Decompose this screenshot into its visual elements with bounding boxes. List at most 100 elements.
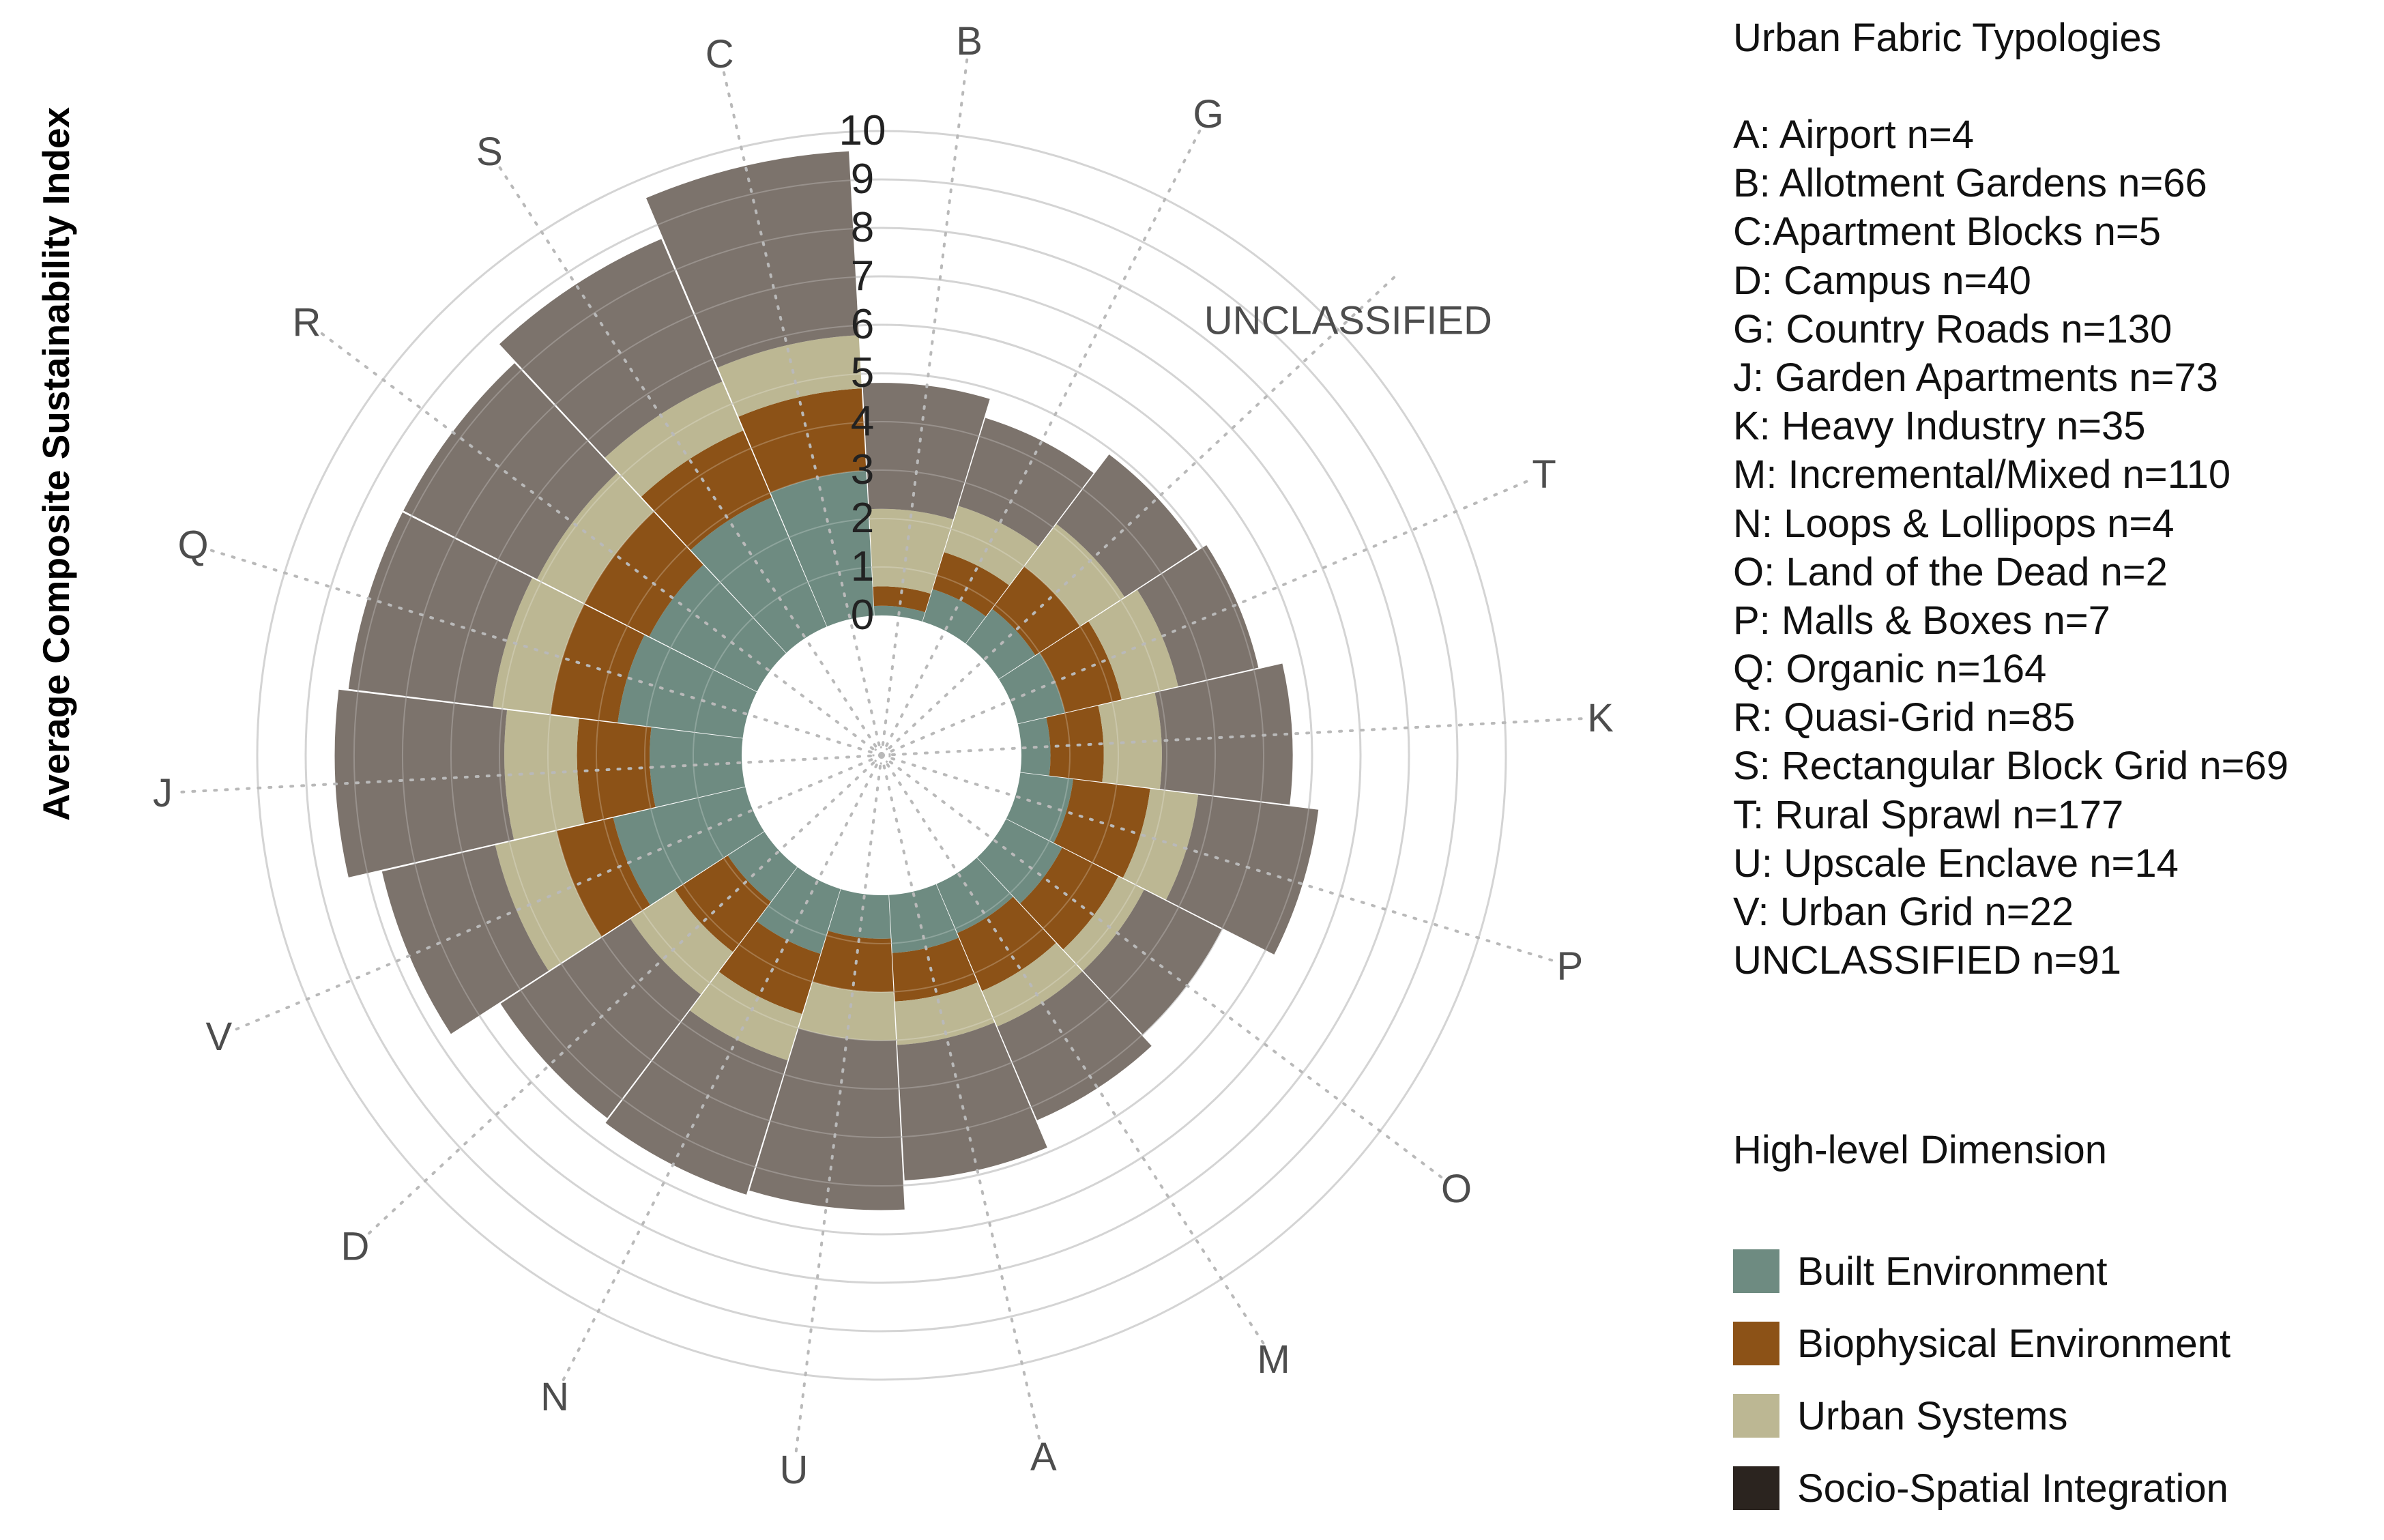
bar-gridline (1111, 702, 1119, 784)
center-dot (872, 746, 891, 765)
bar-stack-T (999, 544, 1259, 724)
category-label-J: J (153, 771, 173, 815)
bar-segment-biophysical-K (1046, 706, 1104, 783)
bar-segment-built-N (757, 867, 841, 954)
typology-legend-list: A: Airport n=4 B: Allotment Gardens n=66 C… (1733, 111, 2288, 985)
bar-gridline (756, 1166, 903, 1187)
bar-gridline (622, 1099, 755, 1168)
typology-legend-entry: B: Allotment Gardens n=66 (1733, 161, 2207, 206)
grid-circle-10 (256, 130, 1507, 1381)
bar-segment-socio-A (897, 1022, 1047, 1180)
bar-segment-built-Q (617, 635, 757, 738)
bar-gridline (979, 435, 1083, 489)
bar-segment-built-T (999, 653, 1065, 724)
bar-stack-A (889, 884, 1047, 1180)
bar-segment-biophysical-R (584, 511, 703, 637)
bar-gridline (670, 581, 721, 648)
spoke-G (880, 128, 1202, 757)
bar-gridline (1023, 566, 1081, 627)
bar-segment-socio-Q (348, 512, 532, 708)
category-labels: B G UNCLASSIFIED T K P O M A U N D V J Q R S C (153, 19, 1614, 1492)
bar-segment-socio-R (403, 363, 617, 579)
spoke-UNCLASSIFIED (880, 274, 1397, 757)
bar-segment-socio-K (1154, 663, 1293, 805)
spoke-O (880, 754, 1444, 1180)
category-label-K: K (1587, 696, 1614, 740)
category-label-A: A (1030, 1435, 1057, 1479)
legend-swatch (1733, 1249, 1779, 1293)
typology-legend-entry: R: Quasi-Grid n=85 (1733, 695, 2076, 740)
category-label-U: U (779, 1448, 808, 1492)
bar-segment-biophysical-V (556, 817, 650, 937)
radial-tick-label: 10 (839, 107, 886, 154)
bar-gridline (549, 604, 585, 714)
bar-segment-socio-S (499, 239, 723, 458)
bar-gridline (453, 560, 499, 703)
bar-segment-built-S (691, 497, 827, 653)
legend-swatch (1733, 1394, 1779, 1438)
bar-gridline (547, 715, 557, 830)
typology-legend-entry: G: Country Roads n=130 (1733, 306, 2172, 351)
category-spokes (178, 56, 1585, 1455)
spoke-C (722, 69, 883, 757)
bar-segment-socio-O (1083, 889, 1222, 1034)
bar-segment-urban-U (798, 982, 897, 1041)
legend-label: Urban Systems (1797, 1393, 2068, 1438)
bar-gridline (450, 703, 463, 852)
bar-segment-built-R (649, 564, 786, 692)
bar-stack-N (605, 867, 841, 1195)
bar-gridline (1079, 626, 1113, 702)
y-axis-label: Average Composite Sustainability Index (35, 106, 77, 822)
bar-gridline (714, 324, 858, 360)
bar-segment-built-O (977, 819, 1062, 904)
spoke-Q (208, 548, 883, 757)
category-label-UNCLASSIFIED: UNCLASSIFIED (1204, 298, 1492, 343)
spoke-D (366, 754, 883, 1236)
category-label-V: V (206, 1015, 233, 1059)
dimension-legend-entry: Urban Systems (1733, 1380, 2230, 1452)
bar-segment-biophysical-J (577, 718, 656, 824)
spoke-R (319, 331, 883, 757)
spoke-S (497, 164, 883, 757)
bar-gridline (402, 697, 416, 862)
bar-gridline (461, 852, 521, 990)
bar-gridline (520, 990, 622, 1100)
bar-segment-built-P (1006, 772, 1073, 843)
bar-segment-biophysical-UNCLASSIFIED (992, 566, 1080, 656)
bar-gridline (812, 981, 894, 993)
spoke-U (794, 754, 883, 1455)
bar-segment-biophysical-A (892, 938, 978, 1002)
bar-gridline (1082, 489, 1162, 574)
bar-segment-biophysical-P (1053, 779, 1150, 878)
bar-gridline (950, 528, 1024, 567)
bar-segment-biophysical-N (718, 921, 821, 1015)
bar-gridline (644, 727, 652, 809)
spoke-P (880, 754, 1555, 963)
category-label-N: N (540, 1375, 569, 1419)
typology-legend-title: Urban Fabric Typologies (1733, 16, 2162, 60)
spoke-K (880, 717, 1585, 757)
bar-segment-biophysical-O (1020, 847, 1118, 950)
radial-tick-label: 2 (851, 495, 874, 542)
radial-tick-label: 0 (851, 592, 874, 639)
typology-legend-entry: T: Rural Sprawl n=177 (1733, 792, 2124, 837)
bar-gridline (720, 536, 789, 583)
category-label-Q: Q (178, 523, 209, 568)
radial-tick-label: 6 (851, 301, 874, 348)
typology-legend-entry: V: Urban Grid n=22 (1733, 890, 2074, 934)
dimension-legend-entry: Built Environment (1733, 1235, 2230, 1307)
bar-segment-biophysical-M (957, 897, 1056, 991)
bar-gridline (650, 809, 684, 885)
bar-segment-biophysical-B (873, 586, 931, 613)
bar-stack-O (977, 819, 1222, 1034)
typology-legend-entry: C:Apartment Blocks n=5 (1733, 209, 2162, 255)
radial-tick-label: 1 (851, 543, 874, 590)
bar-segment-socio-V (381, 845, 549, 1034)
category-label-C: C (706, 32, 734, 76)
bar-gridline (1206, 680, 1216, 796)
bar-stack-Q (348, 512, 757, 738)
spoke-T (880, 479, 1530, 757)
category-label-B: B (956, 19, 983, 63)
